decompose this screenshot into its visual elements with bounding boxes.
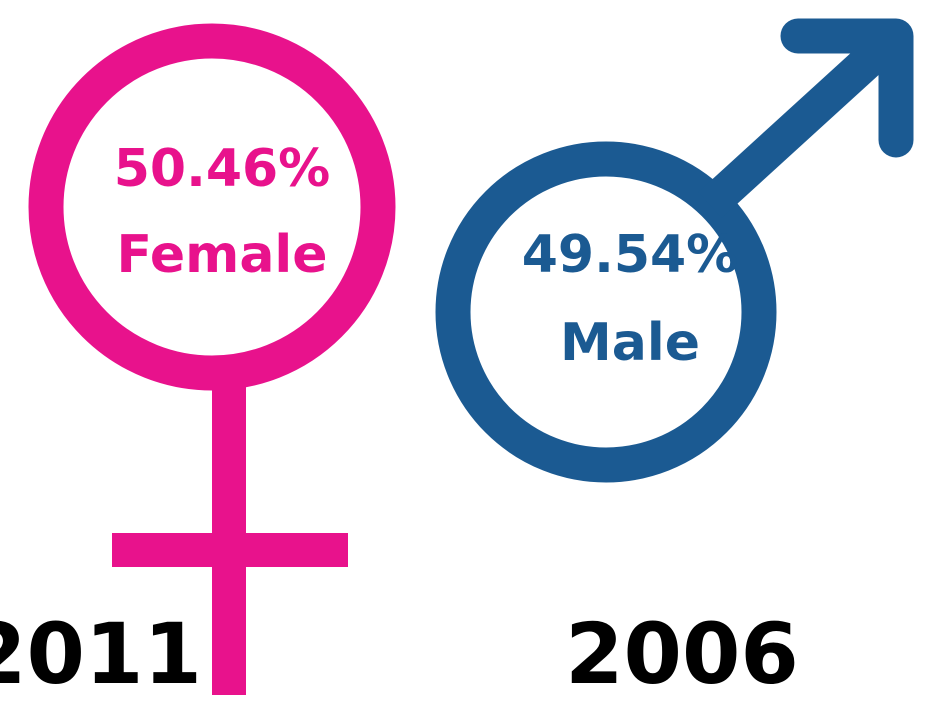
male-symbol	[435, 18, 914, 483]
male-arrow-shaft	[698, 37, 892, 218]
male-arrow-head	[780, 18, 914, 158]
male-label: Male	[560, 313, 700, 373]
male-year: 2006	[565, 605, 799, 702]
male-ring	[435, 141, 777, 483]
female-label: Female	[116, 225, 327, 285]
female-crossbar	[112, 533, 348, 567]
female-year: 2011	[0, 605, 202, 702]
female-percent: 50.46%	[114, 139, 331, 199]
male-percent: 49.54%	[522, 225, 739, 285]
female-ring	[28, 23, 396, 391]
female-symbol	[28, 23, 396, 695]
